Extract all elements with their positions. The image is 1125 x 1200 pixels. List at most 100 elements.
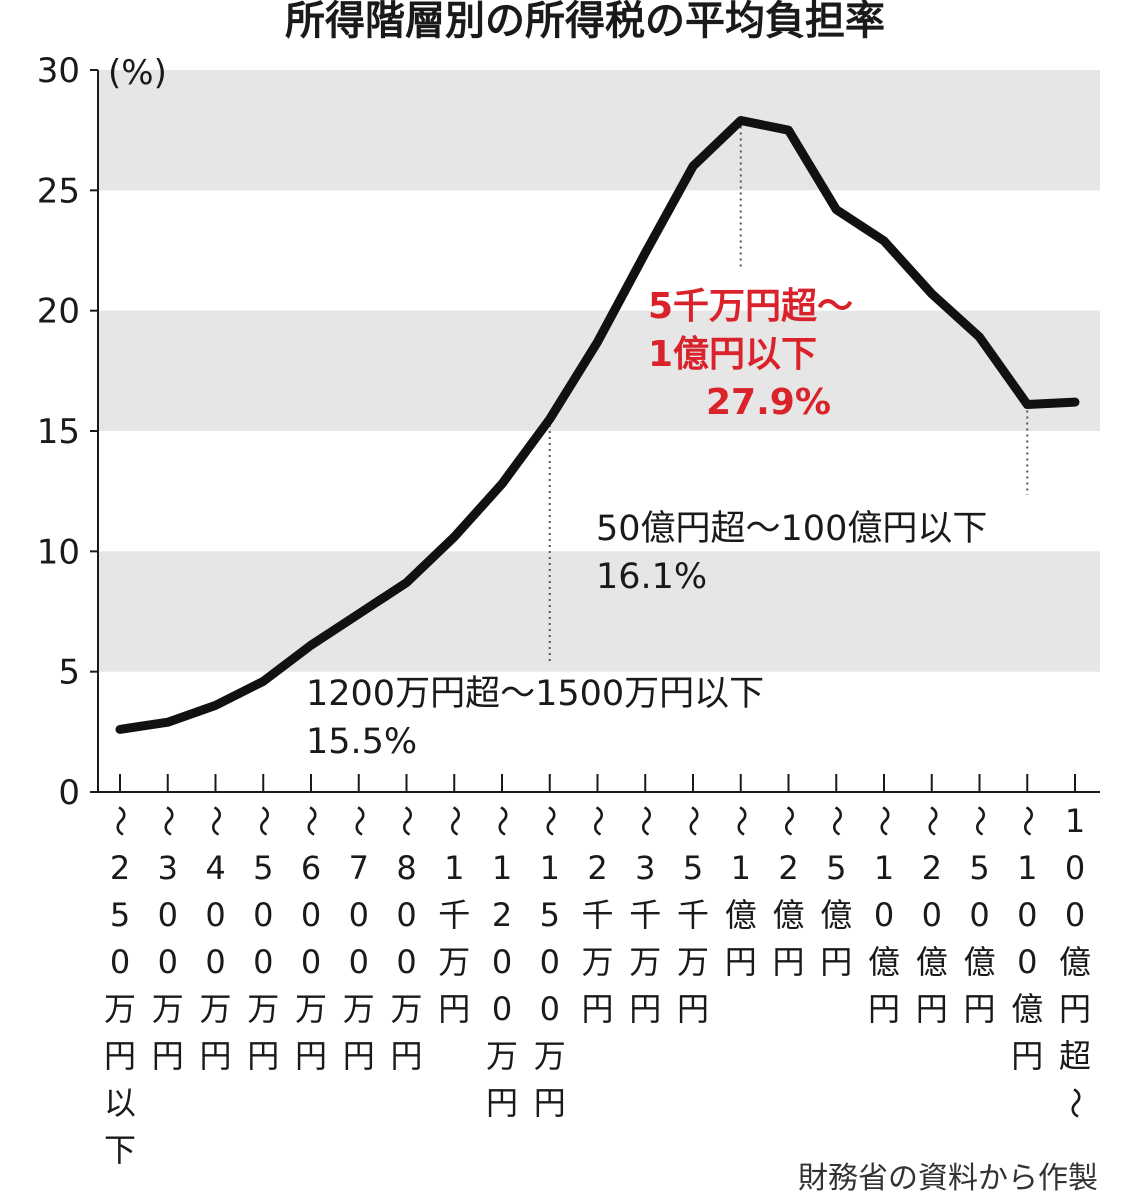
x-tick-label-17-char-3: 億 bbox=[916, 943, 948, 981]
x-tick-label-8-char-6: 円 bbox=[486, 1084, 518, 1122]
x-tick-label-2-char-2: 0 bbox=[205, 896, 225, 934]
x-tick-label-9-char-6: 円 bbox=[534, 1084, 566, 1122]
x-tick-label-7-char-3: 万 bbox=[438, 943, 470, 981]
chart-title: 所得階層別の所得税の平均負担率 bbox=[285, 0, 885, 44]
x-tick-label-16-char-1: 1 bbox=[874, 849, 894, 887]
annotation-1-line-1: 16.1% bbox=[596, 557, 707, 597]
x-tick-label-10: 〜 2 千万円 bbox=[579, 805, 617, 1028]
x-tick-label-1-char-1: 3 bbox=[158, 849, 178, 887]
x-tick-label-4-char-2: 0 bbox=[301, 896, 321, 934]
x-tick-label-9-char-2: 5 bbox=[540, 896, 560, 934]
x-tick-label-4-char-5: 円 bbox=[295, 1037, 327, 1075]
x-tick-label-6-char-2: 0 bbox=[396, 896, 416, 934]
x-tick-label-12: 〜 5 千万円 bbox=[674, 805, 712, 1028]
x-tick-label-0-char-4: 万 bbox=[104, 990, 136, 1028]
x-tick-label-0-char-6: 以 bbox=[104, 1084, 136, 1122]
x-tick-label-3: 〜 5 0 0 万円 bbox=[244, 805, 282, 1075]
x-tick-label-14: 〜 2 億円 bbox=[770, 805, 808, 981]
x-tick-label-7-char-1: 1 bbox=[444, 849, 464, 887]
x-tick-label-9-char-5: 万 bbox=[534, 1037, 566, 1075]
x-tick-label-9-char-1: 1 bbox=[540, 849, 560, 887]
x-tick-label-15-char-1: 5 bbox=[826, 849, 846, 887]
x-axis-labels: 〜250万円以下〜300万円〜400万円〜500万円〜600万円〜700万円〜8… bbox=[101, 802, 1094, 1169]
x-tick-label-4-char-3: 0 bbox=[301, 943, 321, 981]
x-tick-label-12-char-0: 〜 bbox=[674, 805, 712, 837]
x-tick-label-9: 〜 1 5 0 0 万円 bbox=[531, 805, 569, 1122]
y-axis: 0 5 10 15 20 25 30 bbox=[37, 51, 99, 813]
x-tick-label-4-char-4: 万 bbox=[295, 990, 327, 1028]
x-tick-label-4-char-1: 6 bbox=[301, 849, 321, 887]
x-tick-label-1-char-2: 0 bbox=[158, 896, 178, 934]
x-tick-label-20-char-2: 0 bbox=[1065, 896, 1085, 934]
x-tick-label-8-char-0: 〜 bbox=[483, 805, 521, 837]
x-tick-label-12-char-2: 千 bbox=[677, 896, 709, 934]
x-tick-label-12-char-1: 5 bbox=[683, 849, 703, 887]
x-tick-label-2: 〜 4 0 0 万円 bbox=[197, 805, 235, 1075]
x-tick-label-5-char-5: 円 bbox=[343, 1037, 375, 1075]
x-tick-label-11-char-4: 円 bbox=[629, 990, 661, 1028]
annotation-guides bbox=[548, 120, 1029, 665]
x-tick-label-7-char-2: 千 bbox=[438, 896, 470, 934]
x-tick-label-2-char-0: 〜 bbox=[197, 805, 235, 837]
x-tick-label-9-char-3: 0 bbox=[540, 943, 560, 981]
x-tick-label-11-char-2: 千 bbox=[629, 896, 661, 934]
x-tick-label-17-char-1: 2 bbox=[922, 849, 942, 887]
x-tick-label-10-char-3: 万 bbox=[581, 943, 613, 981]
x-tick-label-20-char-6: 〜 bbox=[1056, 1087, 1094, 1119]
x-tick-label-20-char-0: 1 bbox=[1065, 802, 1085, 840]
x-tick-label-8-char-5: 万 bbox=[486, 1037, 518, 1075]
x-tick-label-18-char-2: 0 bbox=[969, 896, 989, 934]
x-tick-label-8-char-3: 0 bbox=[492, 943, 512, 981]
x-tick-label-9-char-4: 0 bbox=[540, 990, 560, 1028]
x-tick-label-11-char-3: 万 bbox=[629, 943, 661, 981]
y-tick-label-4: 20 bbox=[37, 292, 80, 332]
x-tick-label-0-char-5: 円 bbox=[104, 1037, 136, 1075]
x-tick-label-9-char-0: 〜 bbox=[531, 805, 569, 837]
x-tick-label-8-char-2: 2 bbox=[492, 896, 512, 934]
x-tick-label-19-char-3: 0 bbox=[1017, 943, 1037, 981]
x-tick-label-16-char-3: 億 bbox=[868, 943, 900, 981]
annotation-0-line-0: 5千万円超〜 bbox=[648, 286, 853, 327]
x-tick-label-16-char-2: 0 bbox=[874, 896, 894, 934]
x-tick-label-11: 〜 3 千万円 bbox=[626, 805, 664, 1028]
x-tick-label-8: 〜 1 2 0 0 万円 bbox=[483, 805, 521, 1122]
x-tick-label-5-char-0: 〜 bbox=[340, 805, 378, 837]
x-tick-label-10-char-4: 円 bbox=[581, 990, 613, 1028]
grid-band-2 bbox=[98, 551, 1100, 672]
x-tick-label-18-char-0: 〜 bbox=[961, 805, 999, 837]
x-tick-label-15-char-3: 円 bbox=[820, 943, 852, 981]
y-tick-label-2: 10 bbox=[37, 532, 80, 572]
x-tick-label-15: 〜 5 億円 bbox=[817, 805, 855, 981]
y-tick-label-5: 25 bbox=[37, 171, 80, 211]
x-tick-label-12-char-3: 万 bbox=[677, 943, 709, 981]
x-tick-label-0-char-0: 〜 bbox=[101, 805, 139, 837]
x-tick-label-7-char-4: 円 bbox=[438, 990, 470, 1028]
x-tick-label-11-char-1: 3 bbox=[635, 849, 655, 887]
x-tick-label-6: 〜 8 0 0 万円 bbox=[388, 805, 426, 1075]
x-tick-label-17-char-2: 0 bbox=[922, 896, 942, 934]
x-tick-label-20: 1 0 0 億円超〜 bbox=[1056, 802, 1094, 1119]
x-tick-label-18-char-1: 5 bbox=[969, 849, 989, 887]
annotation-1-line-0: 50億円超〜100億円以下 bbox=[596, 509, 987, 549]
x-tick-label-3-char-2: 0 bbox=[253, 896, 273, 934]
x-tick-label-17: 〜 2 0 億円 bbox=[913, 805, 951, 1028]
annotation-0-line-1: 1億円以下 bbox=[648, 334, 817, 375]
x-tick-label-8-char-4: 0 bbox=[492, 990, 512, 1028]
x-tick-label-2-char-5: 円 bbox=[199, 1037, 231, 1075]
grid-band-0 bbox=[98, 70, 1100, 191]
x-tick-label-5-char-2: 0 bbox=[349, 896, 369, 934]
x-tick-label-13-char-3: 円 bbox=[725, 943, 757, 981]
x-tick-label-17-char-0: 〜 bbox=[913, 805, 951, 837]
x-tick-label-19-char-5: 円 bbox=[1011, 1037, 1043, 1075]
x-tick-label-20-char-5: 超 bbox=[1059, 1037, 1091, 1075]
x-tick-label-10-char-1: 2 bbox=[587, 849, 607, 887]
x-tick-label-5-char-4: 万 bbox=[343, 990, 375, 1028]
x-tick-label-20-char-4: 円 bbox=[1059, 990, 1091, 1028]
x-tick-label-14-char-0: 〜 bbox=[770, 805, 808, 837]
x-tick-label-19-char-1: 1 bbox=[1017, 849, 1037, 887]
x-tick-label-3-char-5: 円 bbox=[247, 1037, 279, 1075]
x-tick-label-20-char-3: 億 bbox=[1059, 943, 1091, 981]
x-tick-label-14-char-1: 2 bbox=[778, 849, 798, 887]
x-tick-label-6-char-0: 〜 bbox=[388, 805, 426, 837]
